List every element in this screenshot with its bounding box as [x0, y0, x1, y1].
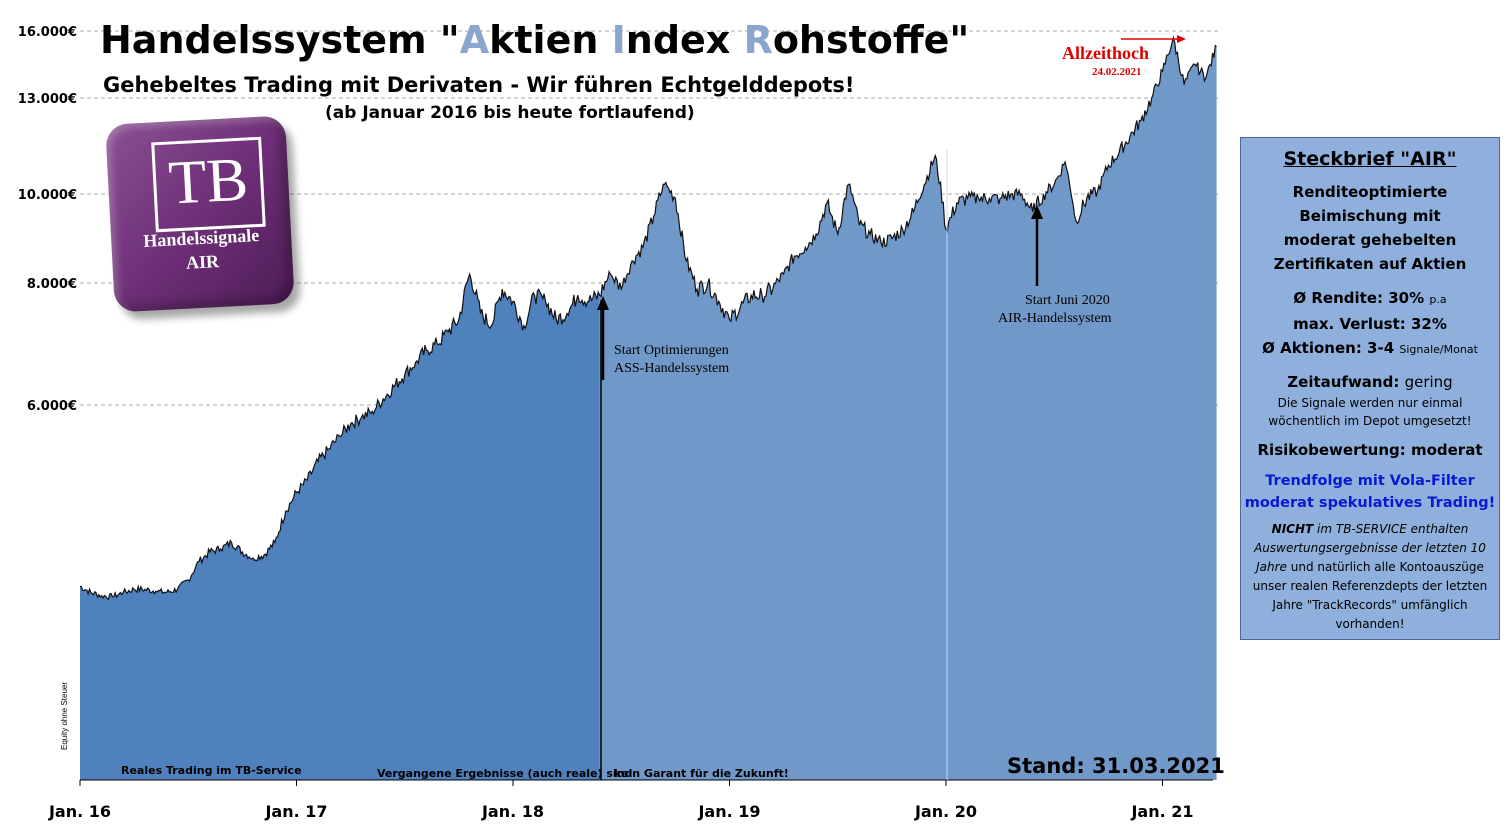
y-tick-label: 16.000€	[18, 25, 77, 40]
page-title: Handelssystem "Aktien Index Rohstoffe"	[100, 18, 970, 62]
subtitle: Gehebeltes Trading mit Derivaten - Wir f…	[103, 73, 855, 97]
y-tick-label: 13.000€	[18, 92, 77, 107]
later-area	[599, 37, 1217, 780]
tb-logo: TB Handelssignale AIR	[105, 115, 295, 313]
profile-panel: Steckbrief "AIR" Renditeoptimierte Beimi…	[1240, 137, 1500, 640]
y-tick-label: 8.000€	[27, 277, 77, 292]
opt-annotation-2: ASS-Handelssystem	[614, 361, 730, 376]
desc-line: Zertifikaten auf Aktien	[1273, 255, 1467, 273]
x-tick-label: Jan. 16	[48, 802, 111, 821]
air-start-arrow-head	[1031, 205, 1043, 219]
desc-line: moderat gehebelten	[1283, 231, 1457, 249]
ath-label: Allzeithoch	[1062, 43, 1149, 63]
panel-desc: Renditeoptimierte Beimischung mit modera…	[1241, 180, 1499, 276]
air-annotation-2: AIR-Handelssystem	[998, 311, 1112, 326]
x-tick-label: Jan. 21	[1130, 802, 1193, 821]
zeit-note: wöchentlich im Depot umgesetzt!	[1268, 414, 1472, 428]
air-annotation-1: Start Juni 2020	[1025, 293, 1110, 308]
y-axis-note: Equity ohne Steuer	[60, 681, 69, 750]
footer-right: kein Garant für die Zukunft!	[614, 767, 789, 780]
x-tick-label: Jan. 19	[697, 802, 760, 821]
real-trading-area	[80, 274, 600, 780]
nicht-note: NICHT im TB-SERVICE enthalten Auswertung…	[1252, 522, 1488, 631]
max-verlust: max. Verlust: 32%	[1293, 315, 1447, 333]
y-tick-label: 10.000€	[18, 188, 77, 203]
zeitaufwand: Zeitaufwand: gering	[1287, 373, 1453, 391]
x-tick-label: Jan. 20	[914, 802, 977, 821]
zeit-note: Die Signale werden nur einmal	[1277, 396, 1463, 410]
x-tick-label: Jan. 18	[481, 802, 544, 821]
desc-line: Renditeoptimierte	[1292, 183, 1448, 201]
aktionen: Ø Aktionen: 3-4 Signale/Monat	[1262, 339, 1478, 357]
footer-left: Reales Trading im TB-Service	[121, 764, 302, 777]
panel-heading: Steckbrief "AIR"	[1283, 148, 1457, 170]
trend-line: Trendfolge mit Vola-Filter	[1265, 473, 1475, 489]
ath-arrow-head	[1177, 35, 1186, 43]
equity-areas	[79, 35, 1217, 780]
footer-mid: Vergangene Ergebnisse (auch reale) sind	[377, 767, 633, 780]
rendite: Ø Rendite: 30% p.a	[1293, 289, 1447, 307]
optimization-arrow-head	[597, 296, 609, 310]
x-tick-label: Jan. 17	[264, 802, 327, 821]
period-subtitle: (ab Januar 2016 bis heute fortlaufend)	[325, 103, 695, 123]
equity-line	[79, 35, 1217, 601]
stand-date: Stand: 31.03.2021	[1007, 754, 1225, 778]
y-tick-label: 6.000€	[27, 399, 77, 414]
opt-annotation-1: Start Optimierungen	[614, 343, 729, 358]
risikobewertung: Risikobewertung: moderat	[1257, 441, 1483, 459]
y-axis-ticks: 16.000€ 13.000€ 10.000€ 8.000€ 6.000€	[18, 25, 77, 414]
logo-mark: TB	[166, 145, 250, 218]
x-axis-ticks: Jan. 16 Jan. 17 Jan. 18 Jan. 19 Jan. 20 Jan. …	[48, 780, 1194, 821]
desc-line: Beimischung mit	[1299, 207, 1441, 225]
ath-date: 24.02.2021	[1092, 66, 1142, 78]
trend-line: moderat spekulatives Trading!	[1244, 495, 1496, 511]
